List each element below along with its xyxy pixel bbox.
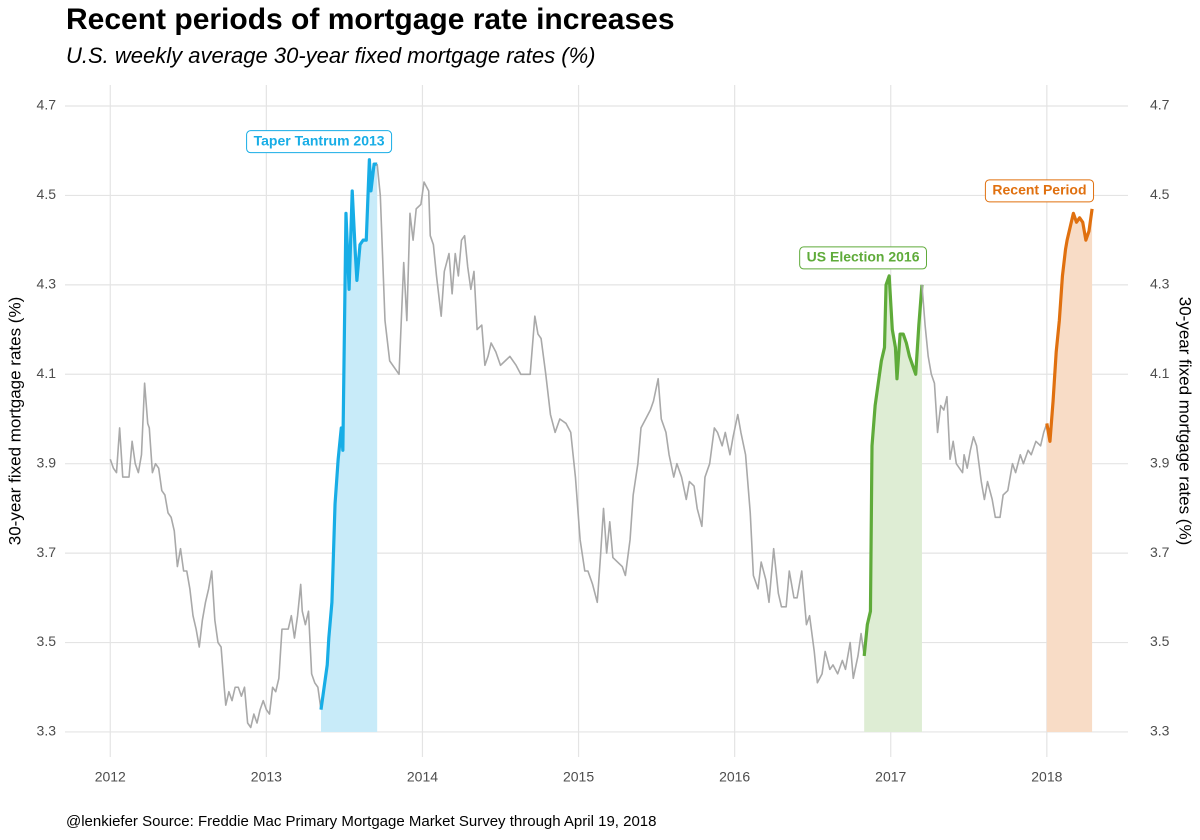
y2-tick-label: 4.3: [1150, 276, 1170, 292]
y-tick-label: 3.7: [37, 544, 57, 560]
line: [109, 382, 322, 729]
chart-title: Recent periods of mortgage rate increase…: [66, 3, 675, 36]
y-tick-label: 4.1: [37, 365, 57, 381]
x-tick-label: 2016: [719, 769, 750, 785]
x-tick-label: 2017: [875, 769, 906, 785]
y2-tick-label: 4.5: [1150, 186, 1170, 202]
line: [862, 274, 924, 657]
y-tick-label: 4.5: [37, 186, 57, 202]
chart-subtitle: U.S. weekly average 30-year fixed mortga…: [66, 43, 595, 68]
area: [1046, 208, 1093, 732]
line: [921, 284, 1048, 519]
label-box: [984, 179, 1095, 203]
y-tick-label: 3.3: [37, 723, 57, 739]
y2-tick-label: 4.7: [1150, 97, 1170, 113]
caption: @lenkiefer Source: Freddie Mac Primary M…: [66, 813, 657, 830]
x-tick-label: 2015: [563, 769, 594, 785]
x-tick-label: 2013: [251, 769, 282, 785]
y2-tick-label: 3.3: [1150, 723, 1170, 739]
area: [320, 159, 378, 732]
y2-axis-label: 30-year fixed mortgage rates (%): [1176, 297, 1195, 546]
y2-tick-label: 3.9: [1150, 454, 1170, 470]
label-text: Taper Tantrum 2013: [254, 132, 385, 148]
y2-tick-label: 3.7: [1150, 544, 1170, 560]
y-axis-label: 30-year fixed mortgage rates (%): [5, 297, 24, 546]
x-tick-label: 2012: [95, 769, 126, 785]
label-box: [246, 130, 393, 154]
label-text: Recent Period: [992, 182, 1086, 198]
y-tick-label: 3.5: [37, 633, 57, 649]
y-tick-label: 3.9: [37, 454, 57, 470]
line: [1045, 208, 1094, 443]
period-label: Taper Tantrum 2013: [246, 130, 393, 154]
period-label: US Election 2016: [799, 246, 927, 270]
line: [319, 158, 378, 710]
grid: [65, 85, 1128, 757]
y2-tick-label: 4.1: [1150, 365, 1170, 381]
period-label: Recent Period: [984, 179, 1095, 203]
y-tick-label: 4.7: [37, 97, 57, 113]
label-box: [799, 246, 927, 270]
line: [376, 164, 865, 684]
label-text: US Election 2016: [807, 249, 920, 265]
x-tick-label: 2014: [407, 769, 438, 785]
x-tick-label: 2018: [1031, 769, 1062, 785]
y2-tick-label: 3.5: [1150, 633, 1170, 649]
y-tick-label: 4.3: [37, 276, 57, 292]
